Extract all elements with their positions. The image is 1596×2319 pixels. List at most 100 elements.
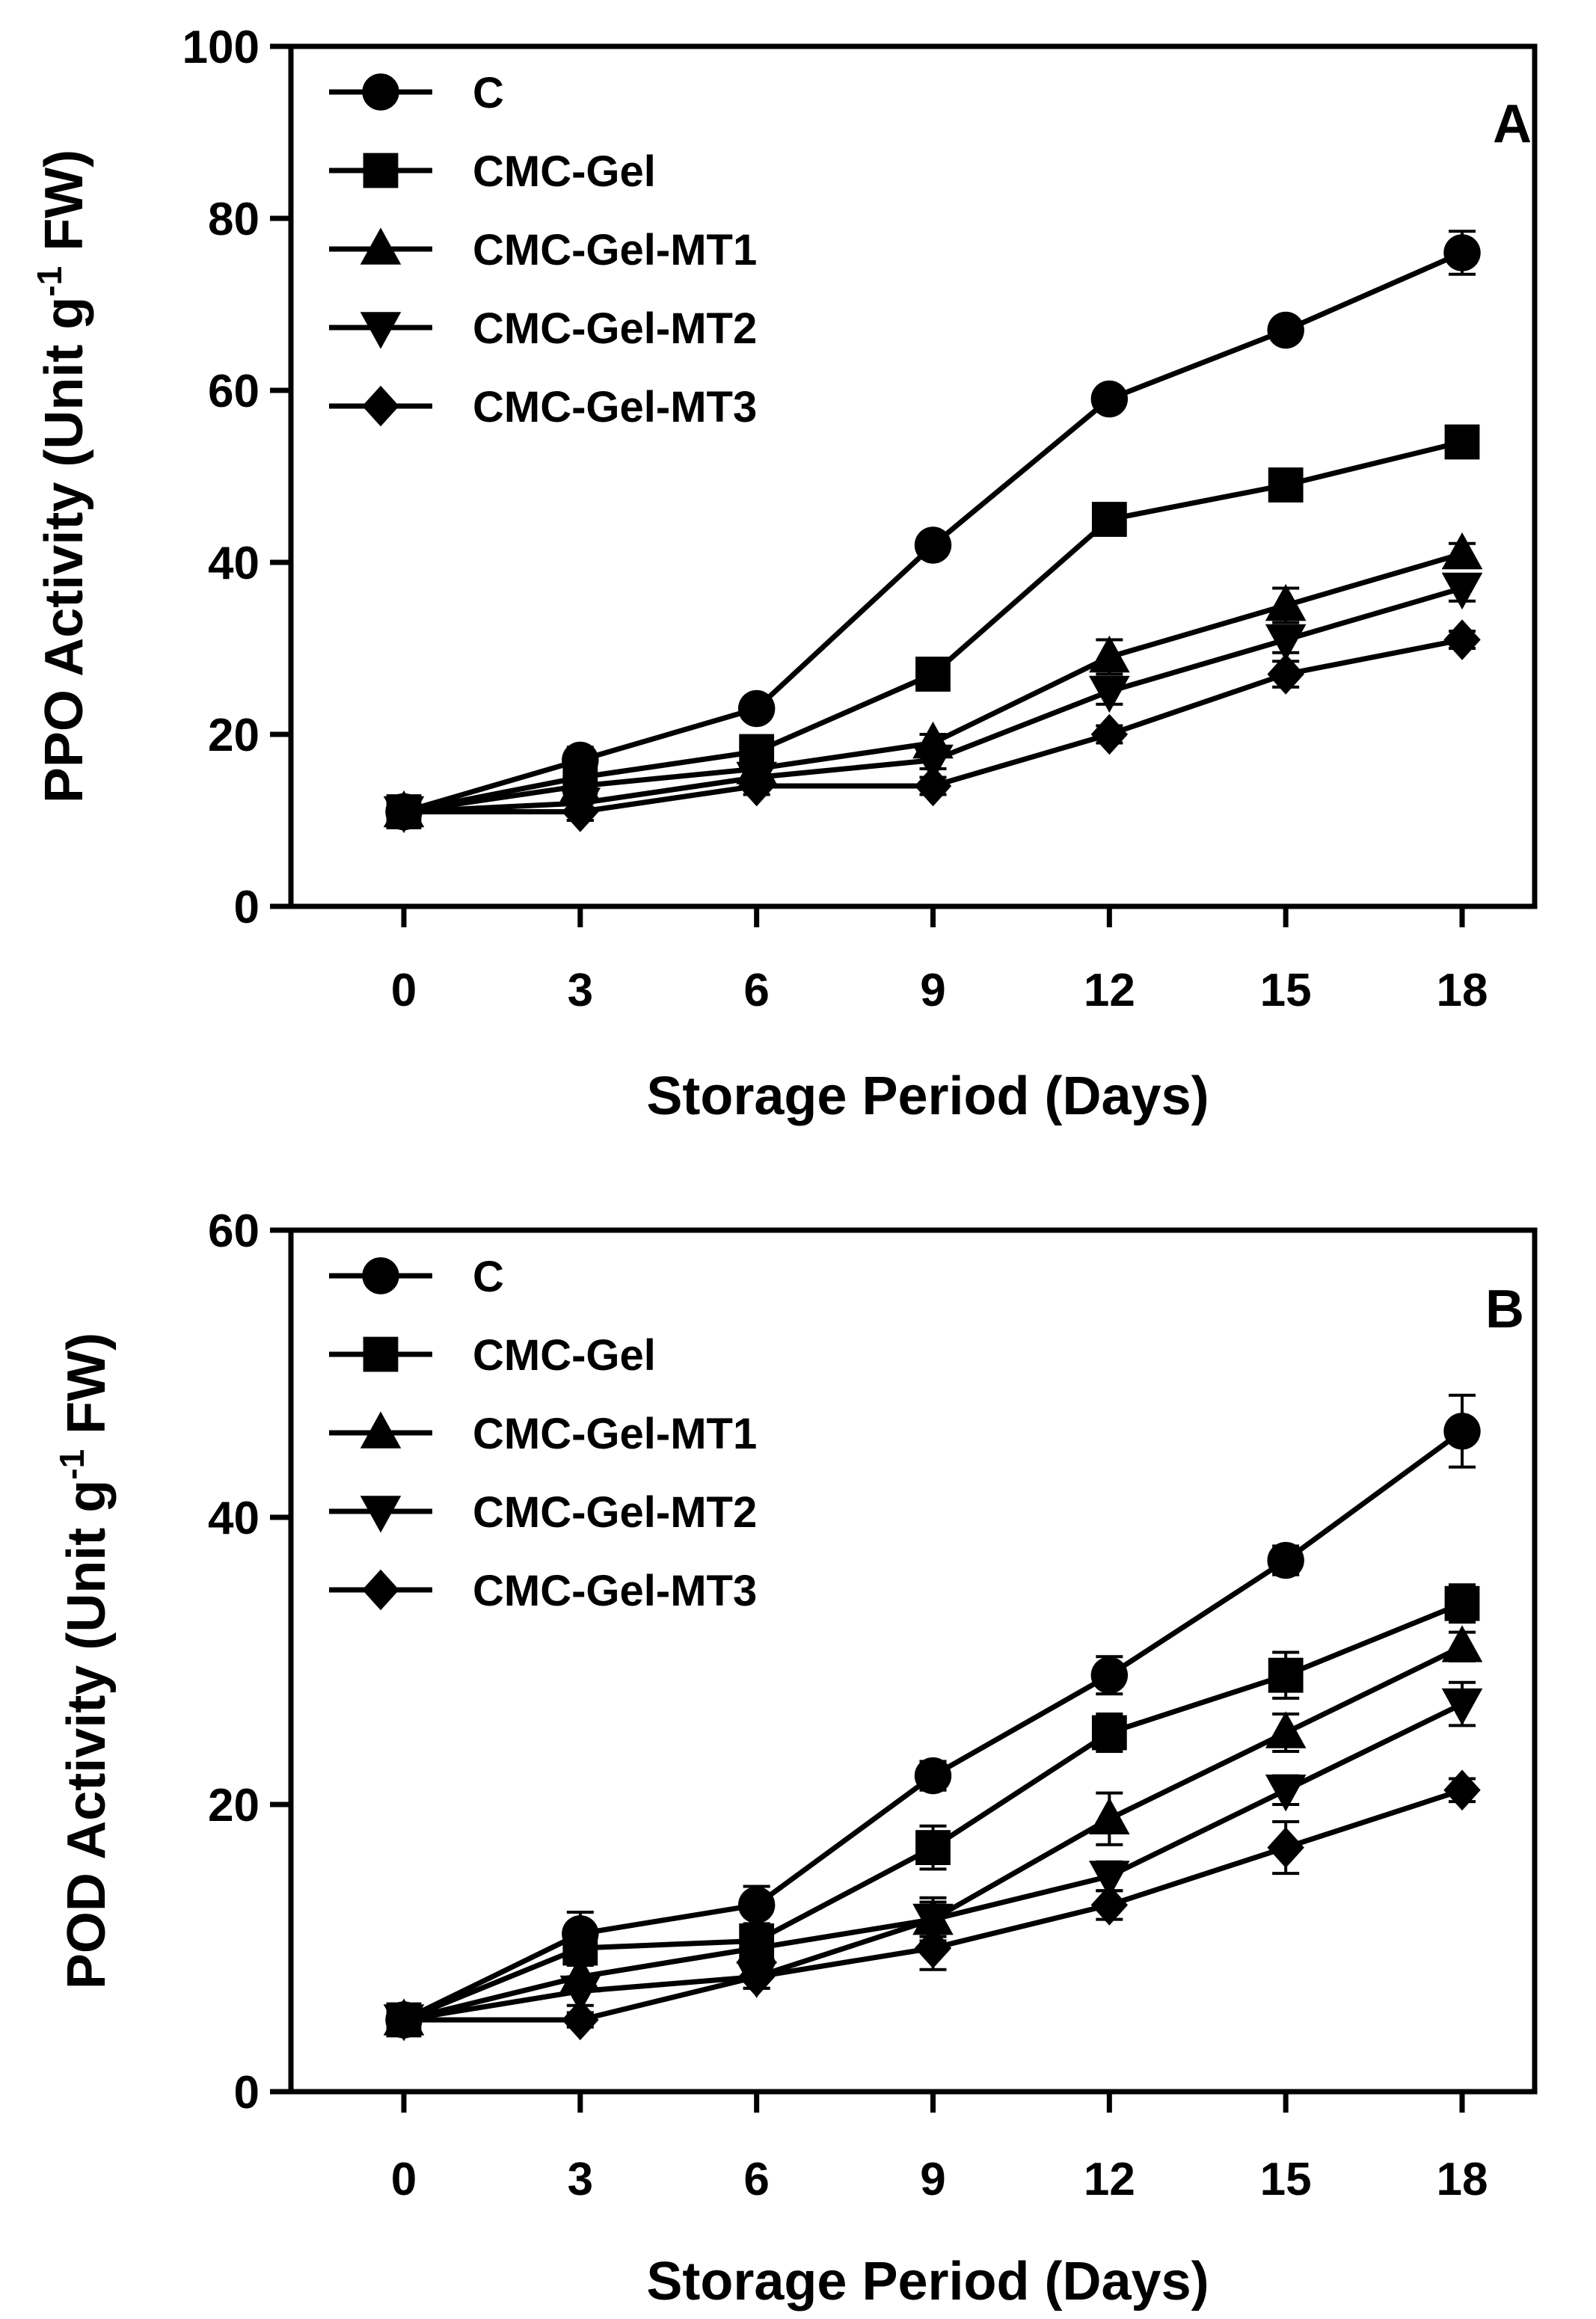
data-point-triangle-down — [1441, 572, 1483, 610]
y-axis-label-main: PPO Activity (Unit g — [34, 297, 94, 803]
data-point-circle — [1267, 311, 1304, 349]
x-tick-label: 12 — [1084, 2154, 1135, 2205]
data-point-triangle-down — [912, 1903, 954, 1941]
legend-marker-circle — [362, 73, 399, 111]
data-point-triangle-up — [1089, 635, 1130, 673]
data-point-diamond — [914, 1927, 952, 1969]
x-axis-label: Storage Period (Days) — [646, 1066, 1209, 1126]
data-point-diamond — [1090, 1885, 1129, 1926]
y-tick-label: 100 — [182, 22, 260, 73]
x-tick-label: 12 — [1084, 965, 1135, 1016]
data-point-circle — [1443, 234, 1481, 271]
x-tick-label: 18 — [1437, 965, 1488, 1016]
y-tick-label: 0 — [234, 882, 260, 933]
x-tick-label: 3 — [568, 965, 593, 1016]
legend-marker-square — [363, 153, 399, 188]
legend-marker-triangle-up — [360, 227, 402, 265]
legend-label: CMC-Gel-MT2 — [473, 304, 757, 353]
x-tick-label: 15 — [1260, 965, 1312, 1016]
y-tick-label: 40 — [208, 538, 260, 589]
y-tick-label: 60 — [208, 366, 260, 417]
x-tick-label: 18 — [1437, 2154, 1488, 2205]
data-point-circle — [737, 689, 776, 728]
data-point-triangle-down — [1265, 1775, 1307, 1812]
data-point-triangle-up — [1265, 1711, 1307, 1748]
data-point-triangle-down — [1089, 675, 1130, 713]
y-tick-label: 60 — [208, 1205, 260, 1257]
legend-label: CMC-Gel — [473, 147, 656, 196]
data-point-diamond — [1443, 1769, 1481, 1811]
y-tick-label: 40 — [208, 1493, 260, 1544]
x-tick-label: 9 — [920, 965, 945, 1016]
data-point-diamond — [914, 765, 952, 807]
data-point-square — [1268, 1657, 1304, 1693]
data-point-square — [915, 1830, 951, 1865]
y-axis-label-sup: -1 — [30, 266, 69, 297]
data-point-circle — [737, 1886, 776, 1924]
data-point-diamond — [562, 1999, 599, 2041]
x-tick-label: 6 — [743, 2154, 769, 2205]
y-axis-label-tail: FW) — [34, 150, 94, 266]
data-point-square — [915, 657, 951, 692]
y-tick-label: 20 — [208, 1780, 260, 1831]
data-point-diamond — [385, 791, 423, 832]
data-point-diamond — [737, 1956, 776, 1997]
data-point-diamond — [1267, 654, 1304, 695]
legend-marker-square — [363, 1336, 399, 1372]
data-point-triangle-up — [1441, 532, 1483, 570]
x-tick-label: 6 — [743, 965, 769, 1016]
data-point-triangle-down — [1441, 1688, 1483, 1726]
data-point-circle — [1267, 1541, 1304, 1579]
data-point-square — [1091, 1715, 1127, 1751]
data-point-diamond — [562, 791, 599, 832]
data-point-diamond — [737, 765, 776, 807]
data-point-triangle-down — [912, 744, 954, 782]
data-point-triangle-down — [1089, 1861, 1130, 1898]
data-point-diamond — [1090, 713, 1129, 755]
x-tick-label: 9 — [920, 2154, 945, 2205]
data-point-circle — [1090, 1656, 1129, 1694]
data-point-circle — [1090, 380, 1129, 418]
y-axis-label: PPO Activity (Unit g-1 FW) — [30, 150, 94, 803]
data-point-triangle-up — [736, 1926, 777, 1964]
legend-label: CMC-Gel-MT2 — [473, 1488, 757, 1537]
legend-marker-diamond — [362, 1569, 399, 1611]
data-point-triangle-up — [1089, 1797, 1130, 1834]
legend-label: CMC-Gel — [473, 1331, 656, 1380]
y-axis-label-tail: FW) — [57, 1333, 117, 1449]
data-point-triangle-down — [559, 1975, 601, 2013]
legend-marker-triangle-down — [360, 312, 402, 349]
legend-marker-circle — [362, 1257, 399, 1294]
y-axis-label-sup: -1 — [52, 1449, 91, 1480]
x-axis-label: Storage Period (Days) — [646, 2252, 1209, 2312]
plot-frame — [288, 1227, 1538, 2095]
legend-label: CMC-Gel-MT3 — [473, 383, 757, 431]
x-tick-label: 0 — [391, 2154, 417, 2205]
legend-label: CMC-Gel-MT1 — [473, 226, 757, 274]
legend-label: C — [473, 69, 504, 117]
data-point-diamond — [385, 1999, 423, 2041]
data-point-square — [1444, 1585, 1480, 1621]
panel-a: 0 20 40 60 80 100 0 3 6 9 12 15 18 Storage Period (Da… — [30, 22, 1538, 1126]
data-point-triangle-up — [1265, 583, 1307, 621]
panel-letter: B — [1485, 1280, 1524, 1339]
panel-letter: A — [1493, 94, 1532, 154]
y-axis-label: POD Activity (Unit g-1 FW) — [52, 1333, 117, 1989]
y-tick-label: 80 — [208, 194, 260, 245]
data-point-circle — [1443, 1413, 1481, 1450]
data-point-square — [1444, 424, 1480, 460]
panel-b: 0 20 40 60 0 3 6 9 12 15 18 Storage Period (Days) PO… — [52, 1205, 1538, 2312]
data-point-square — [1268, 467, 1304, 503]
x-tick-label: 15 — [1260, 2154, 1312, 2205]
y-axis-label-main: POD Activity (Unit g — [57, 1480, 117, 1989]
legend-label: CMC-Gel-MT3 — [473, 1567, 757, 1615]
legend-marker-diamond — [362, 385, 399, 427]
data-point-diamond — [1443, 619, 1481, 660]
data-point-triangle-up — [1441, 1625, 1483, 1662]
data-point-circle — [914, 1757, 952, 1795]
data-point-square — [1091, 502, 1127, 537]
data-point-circle — [914, 526, 952, 564]
x-tick-label: 0 — [391, 965, 417, 1016]
data-point-diamond — [1267, 1827, 1304, 1868]
